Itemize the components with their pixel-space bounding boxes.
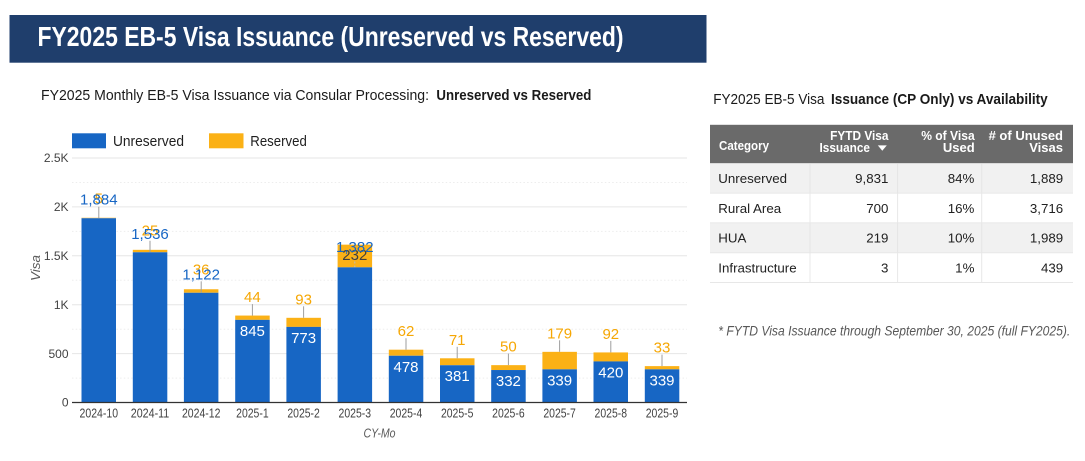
svg-text:1.5K: 1.5K [44,249,69,263]
svg-text:700: 700 [866,201,888,216]
svg-text:FY2025 EB-5 Visa Issuance (Unr: FY2025 EB-5 Visa Issuance (Unreserved vs… [38,21,624,52]
svg-text:339: 339 [547,372,572,389]
svg-text:1,989: 1,989 [1030,231,1063,246]
svg-text:1,382: 1,382 [336,239,374,256]
svg-text:Issuance (CP Only) vs Availabi: Issuance (CP Only) vs Availability [831,91,1048,108]
svg-text:Unreserved vs Reserved: Unreserved vs Reserved [436,87,591,104]
svg-text:FY2025 EB-5 Visa: FY2025 EB-5 Visa [713,91,825,108]
svg-text:33: 33 [654,340,671,357]
svg-text:10%: 10% [948,231,975,246]
svg-text:219: 219 [866,231,888,246]
svg-text:Unreserved: Unreserved [718,171,787,186]
svg-text:2025-2: 2025-2 [287,406,320,421]
svg-text:HUA: HUA [718,231,746,246]
svg-text:Visas: Visas [1029,140,1063,155]
svg-text:71: 71 [449,332,466,349]
svg-text:2024-12: 2024-12 [182,406,221,421]
svg-text:Reserved: Reserved [250,134,306,150]
svg-text:478: 478 [393,359,418,376]
svg-text:0: 0 [62,396,69,410]
svg-text:1K: 1K [54,298,69,312]
svg-text:332: 332 [496,373,521,390]
svg-text:1,122: 1,122 [182,266,220,283]
svg-text:9,831: 9,831 [855,171,888,186]
svg-text:44: 44 [244,289,261,306]
svg-text:2024-10: 2024-10 [80,406,119,421]
svg-text:Unreserved: Unreserved [113,134,184,150]
svg-text:2025-8: 2025-8 [595,406,628,421]
svg-text:500: 500 [48,347,68,361]
svg-text:845: 845 [240,323,265,340]
svg-text:1,884: 1,884 [80,192,118,209]
svg-text:Issuance: Issuance [820,140,871,155]
svg-text:16%: 16% [948,201,975,216]
svg-text:2025-3: 2025-3 [339,406,372,421]
svg-text:Rural Area: Rural Area [718,201,781,216]
svg-text:FY2025 Monthly EB-5 Visa Issua: FY2025 Monthly EB-5 Visa Issuance via Co… [41,87,429,104]
svg-text:2025-4: 2025-4 [390,406,423,421]
svg-text:2K: 2K [54,200,69,214]
svg-text:773: 773 [291,330,316,347]
svg-text:2025-7: 2025-7 [543,406,576,421]
svg-text:Used: Used [943,140,975,155]
svg-text:2025-5: 2025-5 [441,406,474,421]
svg-text:2025-1: 2025-1 [236,406,269,421]
svg-text:2024-11: 2024-11 [131,406,170,421]
svg-text:Category: Category [719,138,770,153]
svg-text:2025-9: 2025-9 [646,406,679,421]
svg-text:2.5K: 2.5K [44,151,69,165]
svg-text:CY-Mo: CY-Mo [364,427,396,441]
svg-text:Visa: Visa [29,255,43,281]
svg-text:1,536: 1,536 [131,226,169,243]
svg-text:* FYTD Visa Issuance through S: * FYTD Visa Issuance through September 3… [718,323,1070,339]
svg-text:93: 93 [295,291,312,308]
svg-text:Infrastructure: Infrastructure [718,260,796,275]
svg-text:2025-6: 2025-6 [492,406,525,421]
svg-text:1,889: 1,889 [1030,171,1063,186]
svg-text:3,716: 3,716 [1030,201,1063,216]
svg-text:84%: 84% [948,171,975,186]
svg-text:439: 439 [1041,260,1063,275]
svg-text:3: 3 [881,260,888,275]
svg-text:179: 179 [547,325,572,342]
svg-text:50: 50 [500,339,517,356]
svg-text:92: 92 [602,326,619,343]
svg-text:62: 62 [398,323,415,340]
svg-text:339: 339 [649,372,674,389]
svg-text:381: 381 [445,368,470,385]
svg-text:420: 420 [598,364,623,381]
svg-text:1%: 1% [955,260,974,275]
